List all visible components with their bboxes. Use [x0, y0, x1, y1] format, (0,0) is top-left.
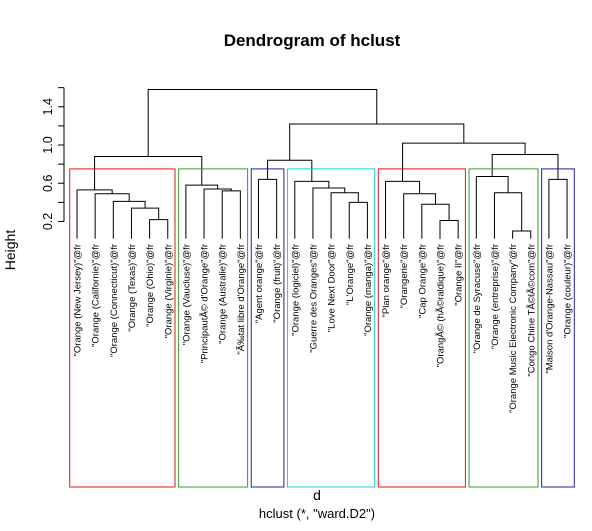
- dendrogram-branch: [385, 180, 421, 239]
- leaf-label: "Orange de Syracuse"@fr: [472, 244, 483, 353]
- leaf-label: "Orange (couleur)"@fr: [563, 244, 574, 338]
- leaf-label: "PrincipautÃ© d'Orange"@fr: [200, 244, 211, 363]
- dendrogram-branch: [94, 193, 130, 239]
- leaf-label: "Orange (Ohio)"@fr: [145, 244, 156, 327]
- y-tick-label: 0.6: [41, 175, 55, 192]
- cluster-box: [468, 168, 539, 488]
- leaf-label: "Orange (entreprise)"@fr: [490, 244, 501, 349]
- leaf-label: "Orange (Australie)"@fr: [218, 244, 229, 344]
- cluster-box: [541, 168, 575, 488]
- dendrogram-branch: [267, 159, 313, 182]
- leaf-label: "Cap Orange"@fr: [417, 244, 428, 318]
- leaf-label: "Orangerie"@fr: [399, 244, 410, 308]
- leaf-label: "L'Orange"@fr: [345, 244, 356, 305]
- leaf-label: "Orange (fruit)"@fr: [272, 244, 283, 323]
- leaf-label: "OrangÃ© (hÃ©raldique)"@fr: [436, 244, 447, 367]
- dendrogram-branches: [76, 89, 568, 239]
- leaf-label: "Guerre des Oranges"@fr: [308, 244, 319, 353]
- leaf-label: "Orange (New Jersey)"@fr: [73, 244, 84, 356]
- chart-title: Dendrogram of hclust: [224, 31, 401, 50]
- leaf-label: "Maison d'Orange-Nassau"@fr: [544, 244, 555, 374]
- dendrogram-branch: [76, 189, 113, 239]
- leaf-label: "Ã‰tat libre d'Orange"@fr: [236, 244, 247, 355]
- y-axis-label: Height: [2, 230, 18, 271]
- dendrogram-branch: [149, 219, 169, 239]
- leaf-label: "Orange (Vaucluse)"@fr: [181, 244, 192, 345]
- leaf-label: "Orange (Texas)"@fr: [127, 244, 138, 332]
- y-tick-label: 1.0: [41, 136, 55, 153]
- leaf-label: "Orange (Californie)"@fr: [91, 244, 102, 347]
- dendrogram-branch: [403, 193, 436, 239]
- dendrogram-branch: [312, 187, 346, 239]
- leaf-label: "Orange (logiciel)"@fr: [290, 244, 301, 336]
- cluster-boxes: [69, 168, 575, 488]
- cluster-box: [250, 168, 285, 488]
- dendrogram-branch: [548, 178, 568, 239]
- dendrogram-branch: [112, 200, 146, 239]
- dendrogram-branch: [203, 188, 232, 239]
- dendrogram-branch: [421, 203, 450, 239]
- x-axis-label: d: [313, 487, 321, 503]
- cluster-box: [377, 168, 466, 488]
- y-axis: 0.2 0.6 1.0 1.4: [41, 87, 65, 230]
- dendrogram-branch: [221, 190, 241, 239]
- leaf-label: "Love Next Door"@fr: [327, 244, 338, 332]
- leaf-label: "Plan orange"@fr: [381, 244, 392, 317]
- dendrogram-branch: [348, 201, 368, 239]
- cluster-box: [287, 168, 376, 488]
- leaf-label: "Orange II"@fr: [454, 244, 465, 306]
- leaf-label: "Orange Music Electronic Company"@fr: [508, 244, 519, 413]
- dendrogram-branch: [258, 178, 278, 239]
- dendrogram-branch: [294, 180, 330, 239]
- dendrogram-branch: [147, 89, 378, 157]
- dendrogram-branch: [475, 176, 509, 239]
- y-tick-label: 1.4: [41, 98, 55, 115]
- leaf-labels: "Orange (New Jersey)"@fr "Orange (Califor…: [73, 244, 574, 413]
- dendrogram-branch: [493, 192, 523, 239]
- leaf-label: "Congo Chine TÃ©lÃ©com"@fr: [526, 244, 537, 377]
- leaf-label: "Orange (Connecticut)"@fr: [109, 244, 120, 357]
- dendrogram-branch: [289, 123, 465, 161]
- dendrogram-branch: [130, 207, 160, 239]
- leaf-label: "Orange (manga)"@fr: [363, 244, 374, 336]
- cluster-box: [69, 168, 176, 488]
- dendrogram-branch: [402, 142, 526, 182]
- leaf-label: "Agent orange"@fr: [254, 244, 265, 323]
- cluster-box: [178, 168, 249, 488]
- chart-subtitle: hclust (*, "ward.D2"): [259, 506, 375, 521]
- dendrogram-branch: [439, 220, 459, 239]
- dendrogram-branch: [330, 192, 359, 239]
- dendrogram-branch: [491, 154, 559, 180]
- leaf-label: "Orange (Virginie)"@fr: [163, 244, 174, 338]
- dendrogram-branch: [185, 184, 219, 239]
- dendrogram-branch: [512, 230, 532, 239]
- y-tick-label: 0.2: [41, 213, 55, 230]
